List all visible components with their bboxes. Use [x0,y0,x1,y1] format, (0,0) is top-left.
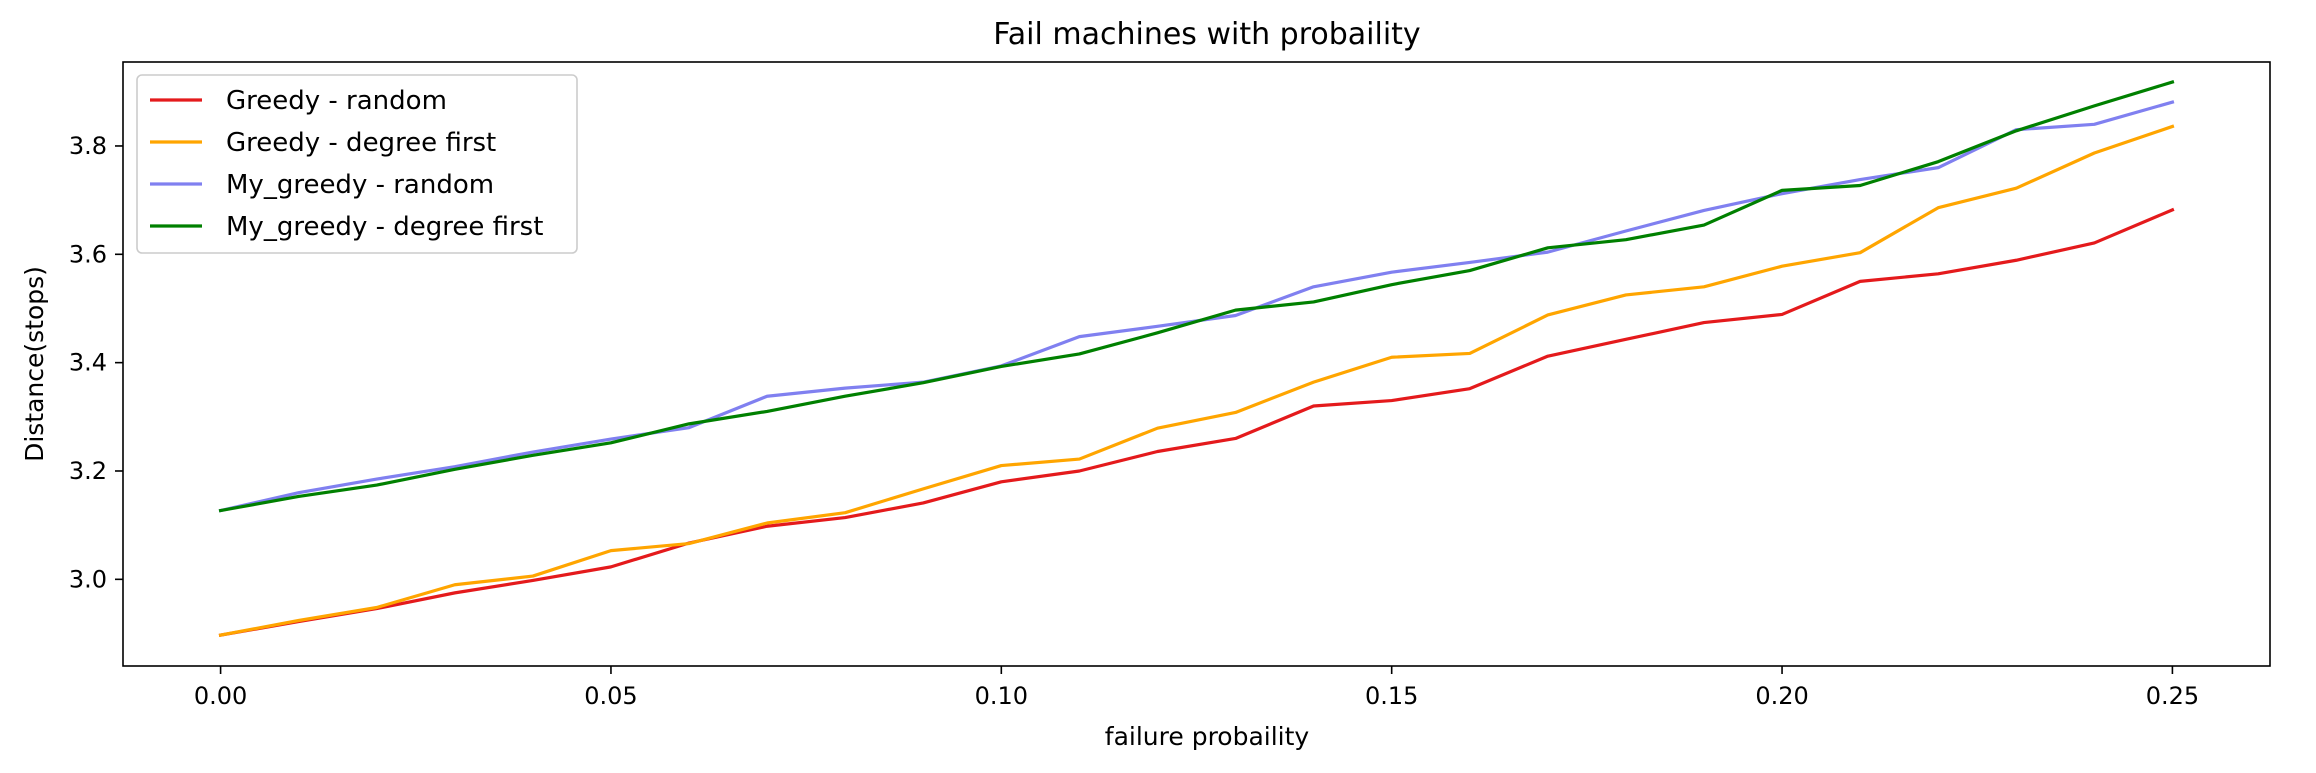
legend-label: Greedy - random [226,86,447,116]
y-tick-label: 3.0 [69,565,107,593]
y-tick-label: 3.2 [69,457,107,485]
legend-label: Greedy - degree first [226,128,496,158]
x-tick-label: 0.05 [584,682,637,710]
x-axis-label: failure probaility [1105,722,1310,751]
chart-title: Fail machines with probaility [993,17,1420,52]
legend-label: My_greedy - random [226,170,494,200]
series-line-4 [218,80,2175,513]
legend-frame [136,74,578,254]
x-tick-label: 0.15 [1365,682,1418,710]
x-tick-label: 0.00 [194,682,247,710]
y-axis: 3.0 3.2 3.4 3.6 3.8 [69,132,123,593]
y-axis-label: Distance(stops) [20,266,49,462]
x-tick-label: 0.10 [975,682,1028,710]
y-tick-label: 3.8 [69,132,107,160]
series-line-2 [218,124,2175,637]
y-tick-label: 3.6 [69,240,107,268]
x-tick-label: 0.25 [2146,682,2199,710]
series-line-1 [218,207,2175,637]
legend: Greedy - random Greedy - degree first My_g… [136,74,578,254]
x-tick-label: 0.20 [1755,682,1808,710]
x-axis: 0.00 0.05 0.10 0.15 0.20 0.25 [194,666,2199,710]
series-layer [218,80,2175,637]
plot-frame [122,61,2271,667]
y-tick-label: 3.4 [69,349,107,377]
legend-label: My_greedy - degree first [226,212,543,242]
legend-entries: Greedy - random Greedy - degree first My_g… [150,86,543,242]
